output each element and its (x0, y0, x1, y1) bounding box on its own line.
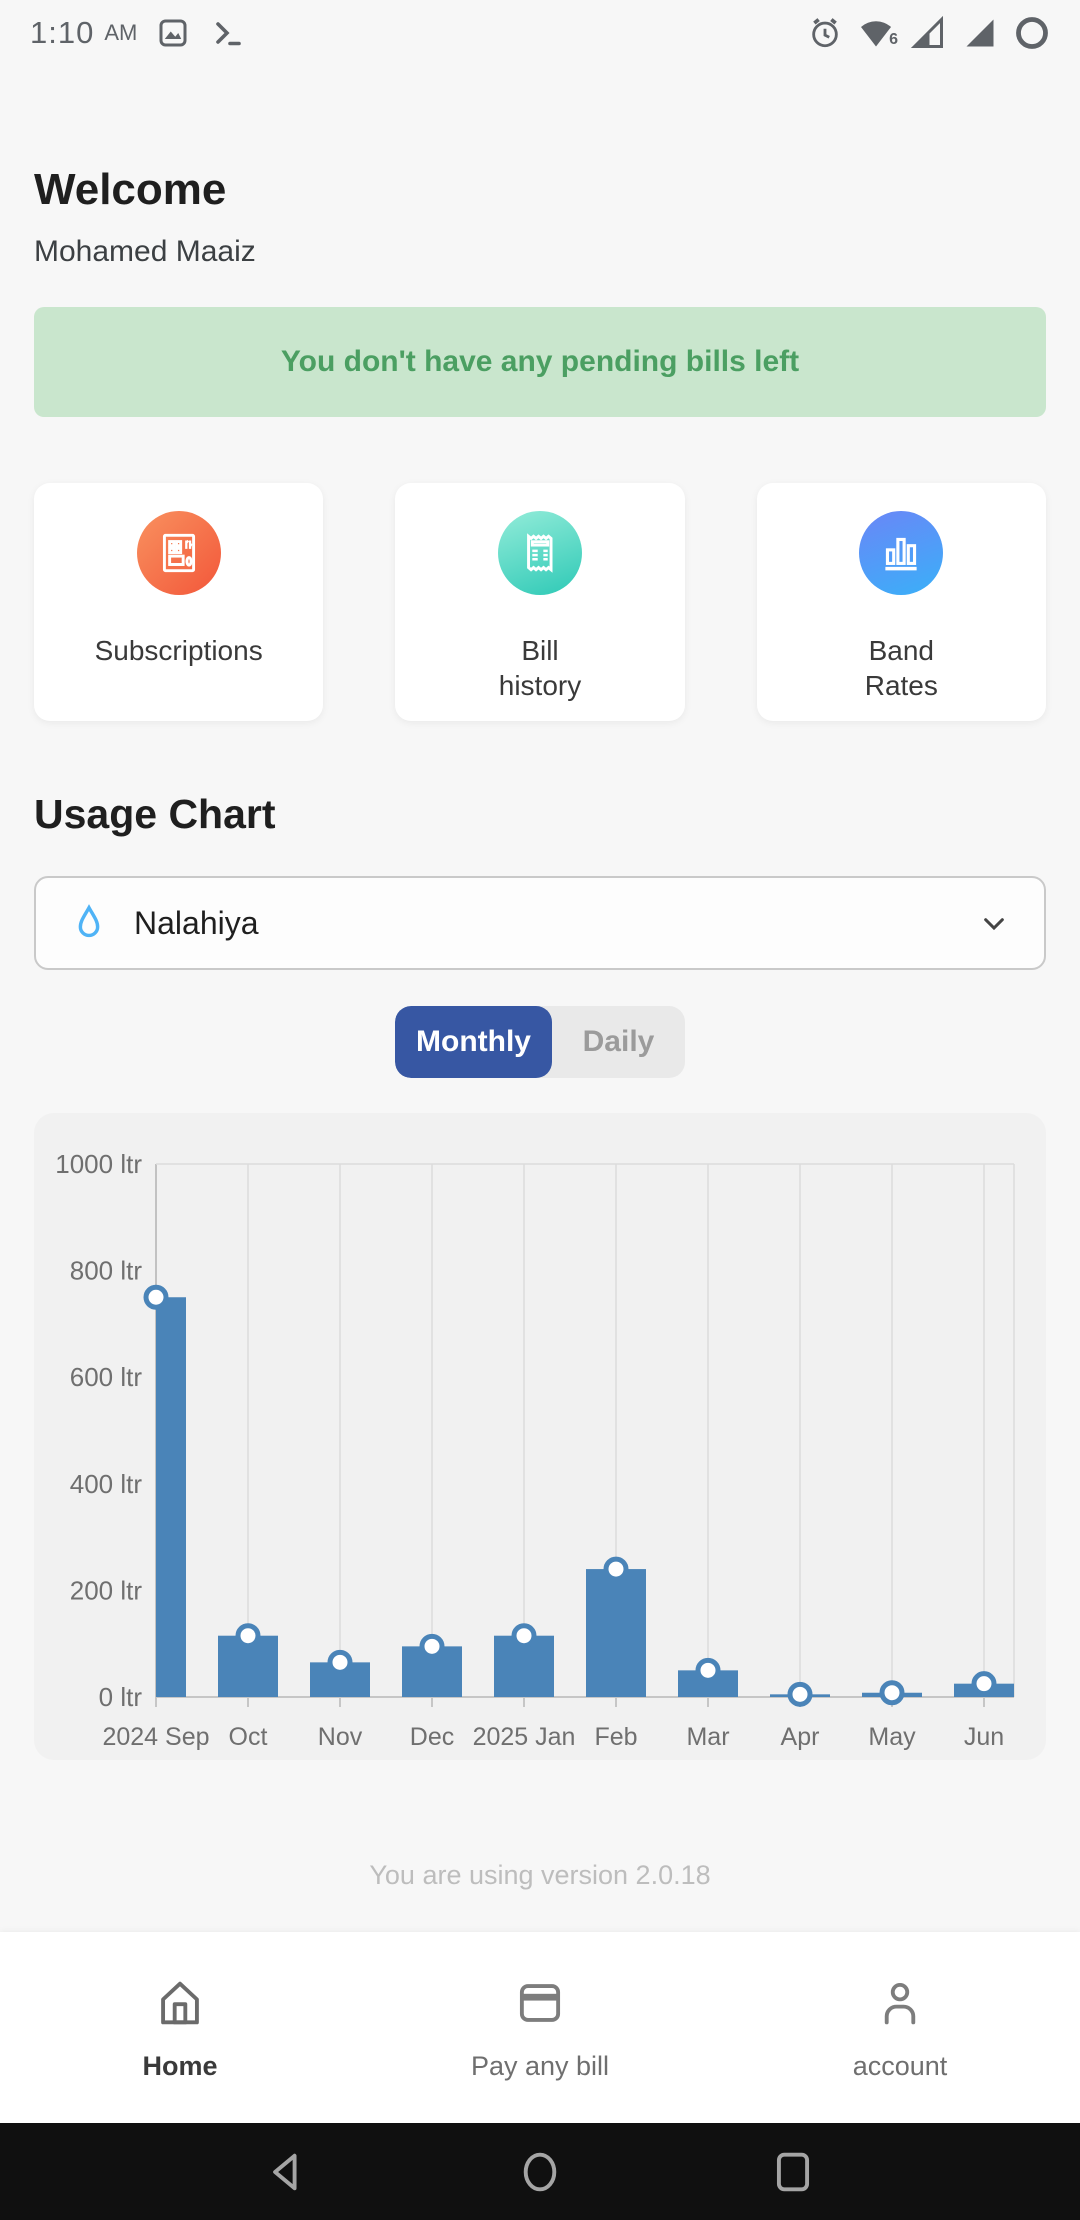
page-title: Welcome (34, 165, 227, 214)
quick-actions-row: Subscriptions Bill history (34, 483, 1046, 721)
usage-chart-title: Usage Chart (34, 791, 276, 837)
svg-text:600 ltr: 600 ltr (70, 1362, 143, 1392)
card-icon (511, 1974, 569, 2037)
signal-icon-partial (910, 15, 946, 51)
user-name: Mohamed Maaiz (34, 235, 256, 268)
band-rates-card[interactable]: Band Rates (756, 483, 1046, 721)
subscriptions-label: Subscriptions (94, 635, 263, 666)
period-toggle: Monthly Daily (395, 1006, 685, 1078)
svg-text:800 ltr: 800 ltr (70, 1256, 143, 1286)
svg-text:200 ltr: 200 ltr (70, 1575, 143, 1605)
svg-text:Oct: Oct (229, 1723, 268, 1751)
meter-name: Nalahiya (134, 904, 259, 941)
svg-text:May: May (868, 1723, 916, 1751)
battery-circle-icon (1014, 15, 1050, 51)
bill-history-card[interactable]: Bill history (395, 483, 685, 721)
svg-text:Feb: Feb (594, 1723, 637, 1751)
toggle-monthly[interactable]: Monthly (395, 1006, 552, 1078)
nav-item-account[interactable]: account (770, 1974, 1030, 2082)
nav-label-pay-any-bill: Pay any bill (470, 2050, 610, 2081)
signal-icon-full (962, 15, 998, 51)
meter-selector[interactable]: Nalahiya (34, 876, 1046, 970)
image-icon (155, 15, 191, 51)
version-text: You are using version 2.0.18 (369, 1860, 711, 1890)
recents-button[interactable] (767, 2146, 819, 2198)
svg-text:1000 ltr: 1000 ltr (55, 1149, 142, 1179)
bottom-navigation: Home Pay any bill account (0, 1932, 1080, 2123)
toggle-daily[interactable]: Daily (582, 1025, 655, 1058)
home-icon (151, 1974, 209, 2037)
status-meridiem: AM (104, 19, 138, 45)
water-drop-icon (66, 900, 112, 946)
svg-text:2025 Jan: 2025 Jan (473, 1723, 576, 1751)
chevron-down-icon (974, 903, 1014, 943)
svg-text:0 ltr: 0 ltr (99, 1682, 143, 1712)
svg-text:400 ltr: 400 ltr (70, 1469, 143, 1499)
subscriptions-card[interactable]: Subscriptions (34, 483, 324, 721)
nav-label-home: Home (142, 2050, 218, 2081)
usage-chart-svg: 0 ltr 200 ltr 400 ltr 600 ltr 800 ltr 1000 lt… (55, 1149, 1015, 1751)
android-navigation-bar (0, 2123, 1080, 2220)
nav-label-account: account (852, 2050, 948, 2081)
svg-text:2024 Sep: 2024 Sep (102, 1723, 209, 1751)
person-icon (871, 1974, 929, 2037)
terminal-icon (209, 15, 245, 51)
svg-text:Jun: Jun (964, 1723, 1004, 1751)
svg-text:Dec: Dec (410, 1723, 454, 1751)
home-button[interactable] (514, 2146, 566, 2198)
svg-text:Apr: Apr (781, 1723, 820, 1751)
status-time: 1:10 (30, 14, 95, 50)
pending-bills-banner: You don't have any pending bills left (34, 307, 1046, 417)
svg-text:Nov: Nov (318, 1723, 363, 1751)
bill-history-label: Bill history (498, 635, 582, 701)
bill-history-icon (497, 511, 582, 595)
nav-item-pay-any-bill[interactable]: Pay any bill (410, 1974, 670, 2082)
band-rates-icon (859, 511, 944, 595)
wifi-icon: 6 (858, 15, 898, 51)
alarm-icon (808, 16, 842, 50)
svg-text:Mar: Mar (686, 1723, 729, 1751)
nav-item-home[interactable]: Home (50, 1974, 310, 2082)
status-bar: 1:10 AM 6 (0, 0, 1080, 65)
pending-bills-message: You don't have any pending bills left (280, 345, 800, 378)
subscriptions-icon (136, 511, 221, 595)
back-button[interactable] (261, 2146, 313, 2198)
wifi-generation-label: 6 (889, 30, 898, 48)
band-rates-label: Band Rates (864, 635, 938, 701)
usage-chart-card: 0 ltr 200 ltr 400 ltr 600 ltr 800 ltr 1000 lt… (34, 1113, 1046, 1760)
